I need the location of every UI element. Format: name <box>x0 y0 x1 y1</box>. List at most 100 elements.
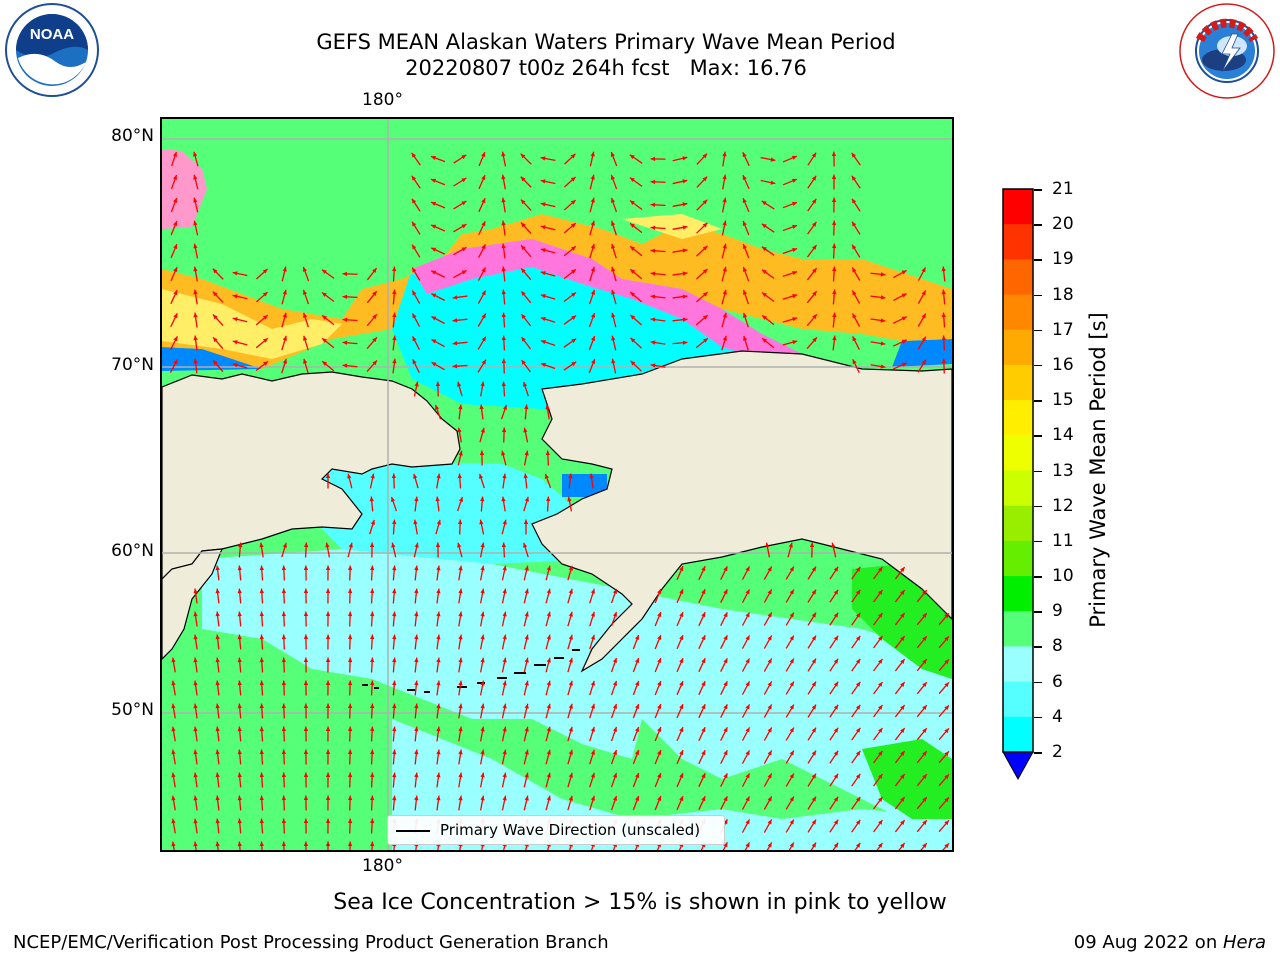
wave-arrow-head <box>413 473 418 479</box>
wave-arrow-head <box>347 588 353 594</box>
wave-arrow-head <box>611 335 616 341</box>
wave-arrow-head <box>540 317 546 322</box>
wave-arrow-head <box>833 612 839 618</box>
wave-arrow-head <box>568 565 573 571</box>
wave-arrow-head <box>193 795 198 801</box>
wave-arrow-head <box>852 313 857 319</box>
wave-arrow-head <box>502 565 507 571</box>
wave-arrow-head <box>546 726 551 732</box>
wave-arrow-head <box>855 727 861 733</box>
wave-arrow-head <box>852 244 857 250</box>
wave-arrow-head <box>414 381 419 387</box>
wave-arrow-head <box>302 289 308 295</box>
wave-arrow-head <box>900 820 905 825</box>
wave-arrow-head <box>413 519 418 525</box>
wave-arrow-head <box>215 634 220 640</box>
wave-arrow-head <box>479 450 485 456</box>
wave-arrow-head <box>944 843 949 849</box>
colorbar-tick-label: 10 <box>1052 566 1074 587</box>
wave-arrow-head <box>900 567 905 572</box>
wave-arrow-head <box>629 200 635 205</box>
wave-arrow-head <box>171 657 176 663</box>
wave-arrow-head <box>481 221 486 227</box>
wave-arrow-head <box>657 589 662 595</box>
wave-arrow-head <box>281 611 287 617</box>
wave-arrow-head <box>215 611 220 617</box>
wave-arrow-head <box>851 152 857 158</box>
legend-line-swatch <box>396 830 430 832</box>
wave-arrow-head <box>322 338 328 343</box>
wave-arrow-head <box>762 315 767 320</box>
wave-arrow-head <box>392 588 397 594</box>
wave-arrow-head <box>173 244 178 250</box>
wave-arrow-head <box>833 658 839 664</box>
wave-arrow-head <box>479 473 484 479</box>
wave-arrow-head <box>435 542 441 548</box>
wave-arrow-head <box>723 589 728 595</box>
wave-arrow-head <box>702 153 708 159</box>
wave-arrow-head <box>635 772 640 778</box>
wave-arrow-head <box>657 658 662 664</box>
wave-arrow-head <box>612 772 618 778</box>
wave-arrow-head <box>325 795 331 801</box>
wave-arrow-head <box>723 566 728 572</box>
wave-arrow-head <box>412 336 417 342</box>
wave-arrow-head <box>303 565 309 571</box>
wave-arrow-head <box>370 565 375 571</box>
colorbar-segment <box>1003 505 1033 542</box>
wave-arrow-head <box>347 795 353 801</box>
sea-ice-top-left <box>162 149 207 229</box>
wave-arrow-head <box>392 703 397 709</box>
wave-arrow-head <box>944 728 949 734</box>
wave-arrow-head <box>414 588 419 594</box>
wave-arrow-head <box>568 795 573 801</box>
sea-ice-yellow <box>162 214 722 359</box>
wave-arrow-head <box>568 772 573 778</box>
wave-arrow-head <box>540 179 546 184</box>
colorbar-tick-mark <box>1034 646 1042 648</box>
wave-arrow-head <box>458 703 463 709</box>
wave-arrow-head <box>540 156 546 161</box>
wave-arrow-head <box>520 222 526 228</box>
wave-arrow-head <box>193 841 198 847</box>
wave-arrow-head <box>702 222 708 228</box>
wave-arrow-head <box>436 473 441 479</box>
wave-arrow-head <box>480 565 485 571</box>
wave-arrow-head <box>878 750 883 756</box>
wave-arrow-head <box>461 224 467 229</box>
wave-arrow-head <box>436 519 441 525</box>
wave-arrow-head <box>237 749 242 755</box>
colorbar-tick-label: 16 <box>1052 354 1074 375</box>
wave-arrow-head <box>852 221 857 227</box>
wave-arrow-head <box>431 293 437 298</box>
wave-arrow-head <box>767 589 772 595</box>
wave-arrow-head <box>237 588 242 594</box>
wave-arrow-head <box>702 292 708 297</box>
wave-arrow-head <box>238 542 243 548</box>
wave-arrow-head <box>811 796 816 802</box>
wave-arrow-head <box>900 774 905 779</box>
wave-arrow-head <box>524 496 529 502</box>
wave-arrow-head <box>392 634 397 640</box>
wave-arrow-head <box>212 291 218 297</box>
wave-arrow-head <box>745 773 750 779</box>
nws-logo <box>1179 3 1275 99</box>
wave-arrow-head <box>630 269 636 274</box>
wave-arrow-head <box>436 565 441 571</box>
wave-arrow-head <box>880 318 886 323</box>
wave-arrow-head <box>792 271 798 276</box>
wave-arrow-head <box>590 266 595 272</box>
wave-arrow-head <box>452 341 458 346</box>
wave-arrow-head <box>524 726 529 732</box>
wave-arrow-head <box>281 657 287 663</box>
wave-arrow-head <box>259 749 264 755</box>
wave-arrow-head <box>944 774 949 780</box>
wave-arrow-head <box>259 795 264 801</box>
wave-arrow-head <box>325 680 331 686</box>
wave-arrow-head <box>855 819 861 825</box>
wave-arrow-head <box>237 772 242 778</box>
wave-arrow-head <box>788 542 793 548</box>
wave-arrow-head <box>259 772 264 778</box>
wave-arrow-head <box>789 589 794 595</box>
wave-arrow-head <box>173 359 178 365</box>
